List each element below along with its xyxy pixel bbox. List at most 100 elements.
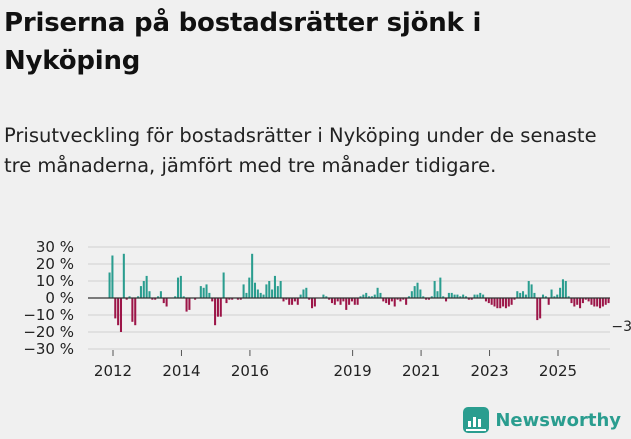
bar: [302, 289, 305, 298]
bar: [145, 275, 148, 298]
bar: [219, 298, 222, 317]
bar: [285, 298, 288, 300]
x-tick-label: 2025: [539, 362, 577, 380]
bar: [399, 298, 402, 302]
bar: [416, 282, 419, 298]
bar: [137, 296, 140, 298]
bar: [567, 296, 570, 298]
bar: [539, 298, 542, 319]
bar: [271, 289, 274, 298]
bar: [365, 292, 368, 298]
bar: [282, 298, 285, 302]
bar: [242, 284, 245, 298]
bar: [162, 298, 165, 304]
bar: [288, 298, 291, 305]
bar: [108, 272, 111, 298]
bar: [236, 298, 239, 300]
bar: [607, 298, 610, 304]
bar: [536, 298, 539, 321]
bar: [573, 298, 576, 307]
bar: [427, 298, 430, 300]
bar: [493, 298, 496, 307]
chart-title: Priserna på bostadsrätter sjönk i Nyköpi…: [4, 8, 482, 76]
bar: [125, 298, 128, 300]
bar: [128, 296, 131, 298]
bar: [174, 296, 177, 298]
last-value-annotation: −3 %: [611, 319, 631, 335]
bar: [276, 286, 279, 298]
bar: [581, 298, 584, 304]
bar: [179, 275, 182, 298]
bar: [553, 296, 556, 298]
bar: [439, 277, 442, 298]
bar: [561, 279, 564, 298]
bar: [393, 298, 396, 307]
bar: [473, 294, 476, 298]
bar: [293, 298, 296, 302]
bar: [356, 298, 359, 305]
bar: [413, 286, 416, 298]
bar: [259, 292, 262, 298]
newsworthy-brand[interactable]: Newsworthy: [463, 407, 621, 433]
bar: [499, 298, 502, 309]
bar: [502, 298, 505, 307]
bar: [328, 298, 331, 300]
bar: [559, 287, 562, 298]
bar: [350, 298, 353, 302]
x-tick-label: 2021: [402, 362, 440, 380]
bar: [510, 298, 513, 305]
bar: [151, 298, 154, 300]
bar: [251, 253, 254, 298]
bar: [453, 294, 456, 298]
bar: [342, 298, 345, 302]
bar: [122, 253, 125, 298]
bar: [176, 277, 180, 298]
bar: [519, 292, 522, 298]
chart-logo-icon: [463, 407, 490, 433]
bar: [142, 281, 145, 298]
x-tick-label: 2014: [162, 362, 200, 380]
bar: [599, 298, 602, 309]
bar: [305, 287, 308, 298]
bar: [576, 298, 579, 305]
bar: [442, 296, 445, 298]
bar: [445, 298, 448, 302]
bar: [188, 298, 191, 310]
x-tick-label: 2019: [334, 362, 372, 380]
y-tick-label: −20 %: [23, 323, 74, 341]
bar: [225, 298, 228, 304]
bar: [313, 298, 316, 307]
bar: [590, 298, 593, 305]
bar: [202, 287, 205, 298]
bar: [396, 298, 399, 300]
bar: [550, 289, 553, 298]
bar: [148, 291, 151, 298]
bar: [385, 298, 388, 304]
bar: [447, 292, 450, 298]
x-tick-label: 2023: [470, 362, 508, 380]
bar: [185, 298, 188, 312]
bar: [139, 286, 142, 298]
bar: [547, 298, 550, 305]
bar: [211, 298, 214, 302]
bar: [419, 289, 422, 298]
bar: [159, 291, 162, 298]
bar: [479, 292, 482, 298]
bar: [368, 296, 371, 298]
bar: [379, 292, 382, 298]
bar: [222, 272, 225, 298]
bar: [165, 298, 168, 307]
bar: [462, 294, 465, 298]
bar: [390, 298, 393, 302]
bar: [570, 298, 573, 304]
x-tick-label: 2012: [94, 362, 132, 380]
bar: [464, 296, 468, 298]
bar: [524, 294, 527, 298]
bar: [248, 277, 251, 298]
bar: [330, 298, 334, 304]
bar: [422, 296, 425, 298]
bar: [231, 298, 234, 300]
bar: [311, 298, 314, 309]
bar: [516, 291, 519, 298]
x-tick-label: 2016: [231, 362, 269, 380]
